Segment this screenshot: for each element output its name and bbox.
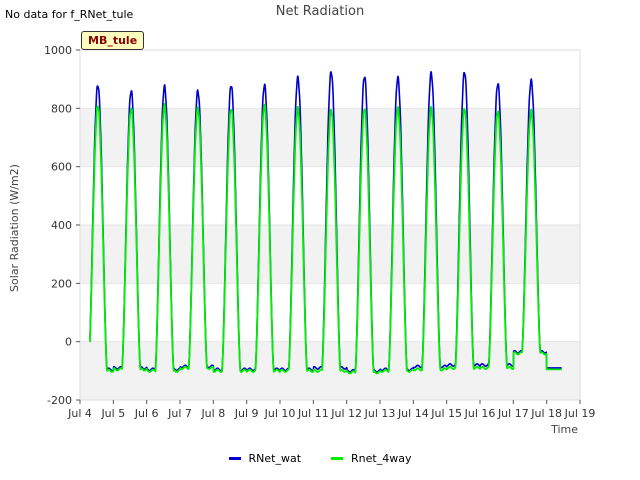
background-bands [80, 108, 580, 400]
y-tick-label: 800 [51, 102, 72, 115]
legend-item-rnet-4way[interactable]: Rnet_4way [331, 452, 411, 465]
x-tick-label: Jul 7 [167, 407, 192, 420]
y-tick-label: 0 [65, 336, 72, 349]
y-tick-label: 1000 [44, 44, 72, 57]
x-tick-label: Jul 15 [430, 407, 462, 420]
x-tick-label: Jul 6 [134, 407, 159, 420]
y-tick-label: -200 [47, 394, 72, 407]
x-tick-label: Jul 13 [364, 407, 396, 420]
series-line-rnet-4way [89, 102, 563, 375]
y-tick-label: 400 [51, 219, 72, 232]
x-tick-label: Jul 18 [530, 407, 562, 420]
legend: RNet_wat Rnet_4way [0, 452, 640, 465]
site-badge: MB_tule [81, 31, 145, 50]
y-axis-label: Solar Radiation (W/m2) [8, 164, 21, 292]
x-tick-label: Jul 8 [200, 407, 225, 420]
legend-swatch-rnet-wat [228, 457, 241, 460]
legend-swatch-rnet-4way [331, 457, 344, 460]
no-data-message: No data for f_RNet_tule [5, 8, 134, 21]
x-tick-label: Jul 4 [67, 407, 92, 420]
x-tick-label: Jul 12 [330, 407, 362, 420]
legend-label-rnet-4way: Rnet_4way [351, 452, 412, 465]
legend-item-rnet-wat[interactable]: RNet_wat [228, 452, 302, 465]
background-band [80, 341, 580, 400]
y-axis-ticks: -200 0 200 400 600 800 1000 [44, 44, 80, 407]
x-tick-label: Jul 10 [264, 407, 296, 420]
series-layer [89, 71, 563, 375]
x-tick-label: Jul 16 [464, 407, 496, 420]
x-tick-label: Jul 19 [564, 407, 596, 420]
legend-label-rnet-wat: RNet_wat [248, 452, 302, 465]
x-tick-label: Jul 5 [100, 407, 125, 420]
chart-title: Net Radiation [275, 4, 365, 19]
x-tick-label: Jul 11 [297, 407, 329, 420]
x-tick-label: Jul 14 [397, 407, 429, 420]
y-tick-label: 600 [51, 161, 72, 174]
y-tick-label: 200 [51, 277, 72, 290]
x-tick-label: Jul 9 [234, 407, 259, 420]
x-tick-label: Jul 17 [497, 407, 529, 420]
background-band [80, 225, 580, 284]
x-axis-ticks: Jul 4 Jul 5 Jul 6 Jul 7 Jul 8 Jul 9 Jul 10 Jul … [67, 400, 595, 420]
x-axis-label: Time [550, 423, 578, 436]
